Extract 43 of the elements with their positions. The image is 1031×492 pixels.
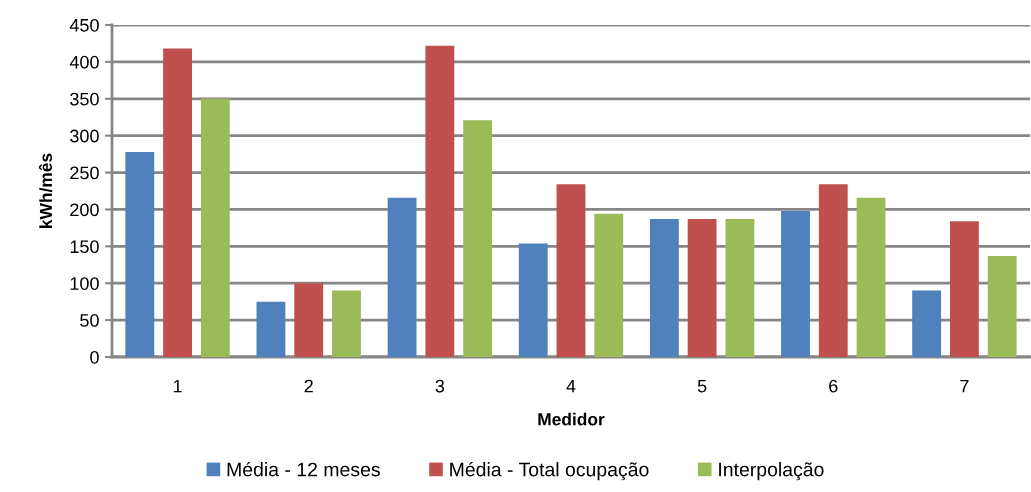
bar <box>518 243 548 357</box>
bar <box>125 151 155 357</box>
bar <box>687 219 717 357</box>
bar <box>649 219 679 357</box>
legend-label: Interpolação <box>719 462 824 481</box>
bar <box>556 184 586 357</box>
y-tick-label: 100 <box>70 277 99 290</box>
y-tick-label: 50 <box>80 314 99 327</box>
bar <box>594 213 624 357</box>
bar <box>425 45 455 357</box>
y-tick-label: 250 <box>70 166 99 180</box>
bar <box>387 197 417 357</box>
x-tick-label: 4 <box>566 379 576 393</box>
legend-label: Média - 12 meses <box>227 461 380 477</box>
x-tick-label: 1 <box>173 379 182 393</box>
bar <box>200 98 230 357</box>
x-tick-label: 3 <box>435 379 445 393</box>
bar <box>856 197 886 357</box>
x-tick-label: 2 <box>304 379 313 393</box>
y-axis-title: kWh/mês <box>38 153 53 228</box>
bar <box>294 283 324 357</box>
bar <box>463 120 493 357</box>
x-axis-title: Medidor <box>538 412 605 426</box>
y-tick-label: 300 <box>70 129 99 143</box>
bar <box>163 48 192 357</box>
bar <box>818 184 848 357</box>
y-tick-label: 400 <box>69 55 99 69</box>
y-tick-label: 200 <box>70 203 99 217</box>
bar <box>987 255 1017 357</box>
bar <box>332 290 361 357</box>
x-tick-label: 5 <box>697 379 707 393</box>
x-tick-label: 7 <box>960 379 969 393</box>
bar <box>256 301 286 357</box>
bar <box>912 290 942 357</box>
y-tick-label: 450 <box>69 18 99 32</box>
bar <box>781 210 810 357</box>
bar <box>949 221 979 357</box>
y-tick-label: 350 <box>70 92 99 106</box>
y-tick-label: 0 <box>90 350 99 364</box>
y-tick-label: 150 <box>70 240 99 254</box>
x-tick-label: 6 <box>829 379 838 393</box>
legend-label: Média - Total ocupação <box>450 461 649 481</box>
bar <box>725 219 755 357</box>
